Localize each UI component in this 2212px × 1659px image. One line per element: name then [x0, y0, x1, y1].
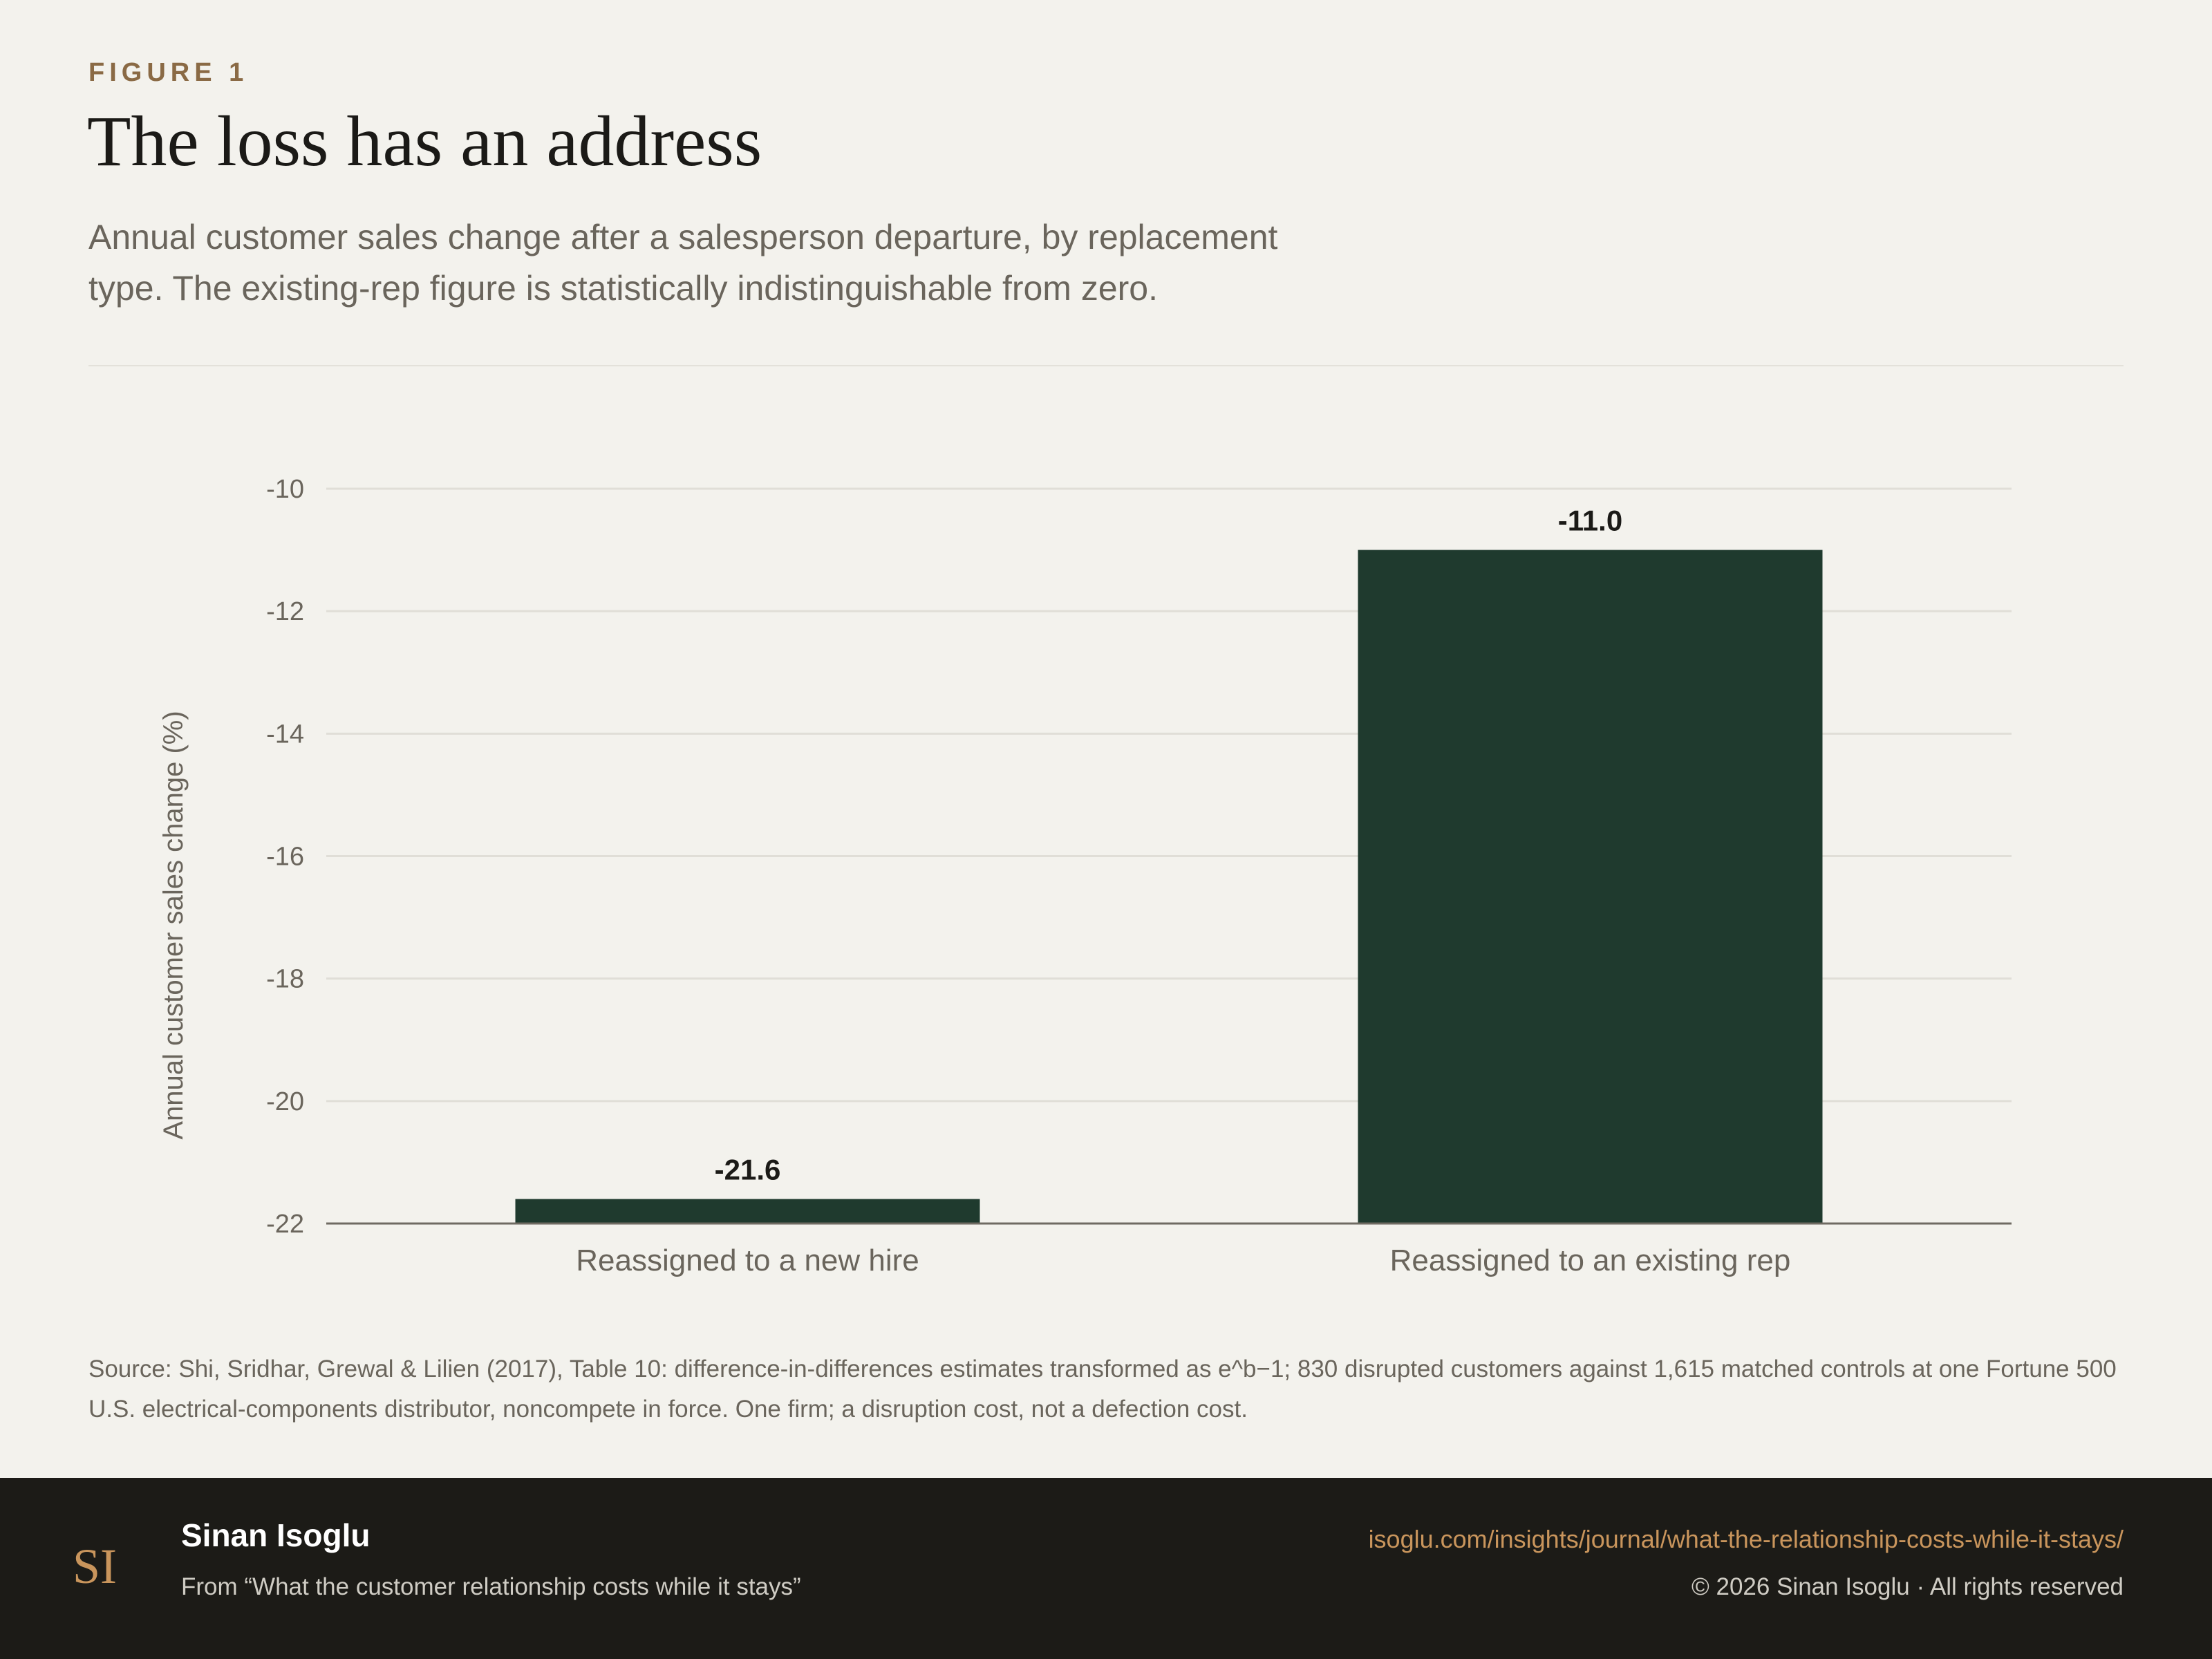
y-axis-label: Annual customer sales change (%) [158, 711, 189, 1139]
y-tick-label: -18 [266, 965, 304, 994]
copyright: © 2026 Sinan Isoglu · All rights reserve… [1691, 1573, 2124, 1600]
footer: SI Sinan Isoglu From “What the customer … [0, 1478, 2212, 1659]
figure-eyebrow: FIGURE 1 [88, 58, 249, 87]
y-tick-label: -16 [266, 843, 304, 872]
bar-chart: -10 -12 -14 -16 -18 -20 -22 -21.6 -11.0 Reassig… [158, 475, 2012, 1277]
header-divider [88, 365, 2124, 366]
y-tick-label: -12 [266, 597, 304, 626]
y-tick-label: -20 [266, 1087, 304, 1116]
y-tick-label: -22 [266, 1210, 304, 1239]
article-link[interactable]: isoglu.com/insights/journal/what-the-rel… [1368, 1525, 2124, 1553]
article-reference: From “What the customer relationship cos… [181, 1573, 801, 1600]
x-tick-label: Reassigned to a new hire [576, 1244, 919, 1277]
svg-text:SI: SI [73, 1539, 117, 1594]
gridlines [326, 487, 2012, 1103]
source-note: Source: Shi, Sridhar, Grewal & Lilien (2… [88, 1356, 2117, 1423]
monogram-logo: SI [73, 1539, 117, 1594]
y-axis-ticks: -10 -12 -14 -16 -18 -20 -22 [266, 475, 304, 1239]
chart-subtitle: Annual customer sales change after a sal… [88, 218, 1278, 308]
bars: -21.6 -11.0 [515, 505, 1823, 1224]
y-tick-label: -10 [266, 475, 304, 504]
bar-value-label: -21.6 [715, 1154, 781, 1186]
bar-value-label: -11.0 [1558, 505, 1622, 537]
author-name: Sinan Isoglu [181, 1517, 371, 1553]
x-axis-ticks: Reassigned to a new hire Reassigned to an… [576, 1244, 1790, 1277]
y-tick-label: -14 [266, 720, 304, 749]
bar [1358, 550, 1823, 1224]
x-tick-label: Reassigned to an existing rep [1390, 1244, 1791, 1277]
chart-title: The loss has an address [87, 102, 762, 181]
bar [515, 1199, 980, 1224]
